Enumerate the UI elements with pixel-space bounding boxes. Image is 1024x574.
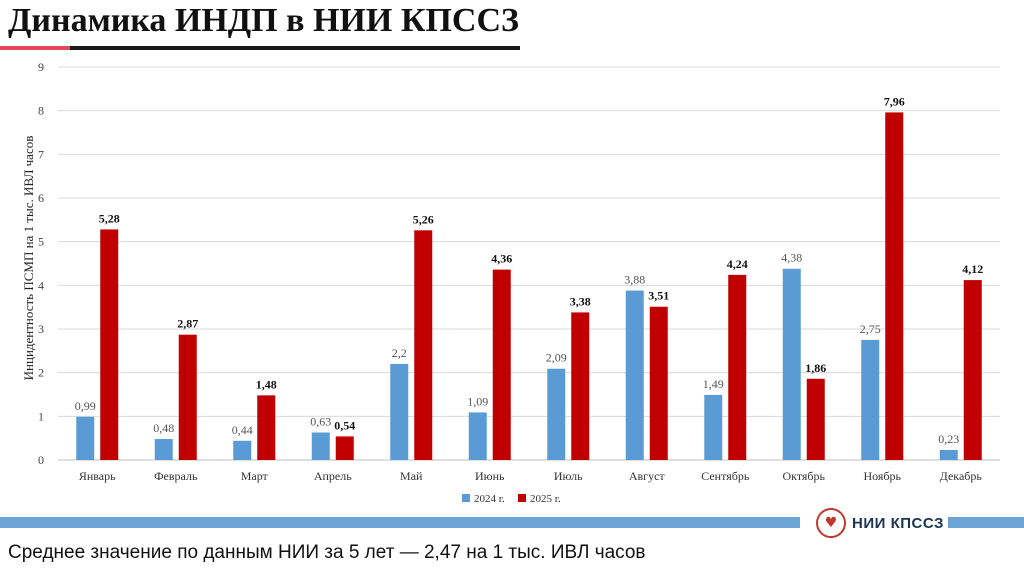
- legend-label: 2025 г.: [530, 493, 561, 505]
- data-label: 0,63: [310, 414, 331, 428]
- x-tick-label: Ноябрь: [863, 469, 901, 483]
- title-accent: [0, 46, 70, 50]
- data-label: 4,38: [781, 251, 802, 265]
- data-label: 0,44: [232, 423, 253, 437]
- data-label: 2,87: [177, 317, 198, 331]
- x-tick-label: Январь: [79, 469, 116, 483]
- data-label: 0,23: [938, 432, 959, 446]
- bar-2025: [806, 378, 825, 460]
- x-tick-label: Июнь: [475, 469, 505, 483]
- grid-lines: [58, 66, 1000, 461]
- x-tick-label: Март: [241, 469, 269, 483]
- bar-2025: [963, 280, 982, 460]
- bar-2024: [939, 449, 958, 460]
- footer-bar: [0, 517, 800, 528]
- legend-swatch: [462, 494, 470, 502]
- bar-2025: [728, 274, 747, 460]
- bar-2025: [335, 436, 354, 460]
- bar-2024: [468, 412, 487, 460]
- x-tick-label: Апрель: [314, 469, 352, 483]
- footer-bar-right: [948, 517, 1024, 528]
- bar-chart: 0 1 2 3 4 5 6 7 8 9 Инцидентность ПСМП на 1 тыс. …: [21, 60, 1000, 505]
- bar-2024: [154, 439, 173, 460]
- data-label: 4,24: [727, 257, 748, 271]
- data-label: 1,49: [703, 377, 724, 391]
- institute-logo: ♥ НИИ КПССЗ: [816, 508, 944, 538]
- title-underline: [0, 46, 520, 50]
- data-label: 2,75: [860, 322, 881, 336]
- x-tick-label: Май: [400, 469, 423, 483]
- x-tick-label: Декабрь: [940, 469, 983, 483]
- x-tick-labels: Январь Февраль Март Апрель Май Июнь Июль Август…: [79, 469, 982, 483]
- y-tick-label: 7: [38, 147, 44, 161]
- bar-2024: [782, 268, 801, 460]
- bar-2024: [861, 339, 880, 460]
- y-tick-label: 0: [38, 453, 44, 467]
- legend-label: 2024 г.: [474, 493, 505, 505]
- x-tick-label: Июль: [554, 469, 583, 483]
- bar-2025: [414, 230, 433, 460]
- bar-2025: [649, 306, 668, 460]
- data-label: 0,99: [75, 399, 96, 413]
- slide-title: Динамика ИНДП в НИИ КПССЗ: [8, 2, 519, 39]
- x-tick-label: Сентябрь: [701, 469, 750, 483]
- bar-2025: [885, 112, 904, 460]
- data-label: 4,12: [962, 262, 983, 276]
- data-label: 3,88: [624, 273, 645, 287]
- bar-2025: [257, 395, 276, 460]
- data-label: 0,54: [334, 418, 355, 432]
- data-label: 5,26: [413, 212, 434, 226]
- footnote: Среднее значение по данным НИИ за 5 лет …: [8, 542, 646, 563]
- y-axis-label: Инцидентность ПСМП на 1 тыс. ИВЛ часов: [21, 136, 36, 381]
- bar-2024: [704, 394, 723, 460]
- x-tick-label: Февраль: [154, 469, 198, 483]
- x-tick-label: Август: [629, 469, 666, 483]
- data-label: 1,86: [805, 361, 826, 375]
- bar-2024: [76, 416, 95, 460]
- y-tick-label: 4: [38, 278, 44, 292]
- y-tick-label: 2: [38, 366, 44, 380]
- data-label: 4,36: [491, 252, 512, 266]
- bar-2025: [571, 312, 590, 460]
- bar-2025: [100, 229, 119, 460]
- heart-logo-icon: ♥: [816, 508, 846, 538]
- data-label: 7,96: [884, 94, 905, 108]
- legend: 2024 г. 2025 г.: [462, 493, 561, 505]
- bar-2024: [547, 368, 566, 460]
- data-label: 2,2: [392, 346, 407, 360]
- x-tick-label: Октябрь: [782, 469, 825, 483]
- y-tick-label: 8: [38, 104, 44, 118]
- logo-text: НИИ КПССЗ: [852, 514, 944, 532]
- data-label: 0,48: [153, 421, 174, 435]
- y-tick-label: 6: [38, 191, 44, 205]
- bar-2024: [625, 290, 644, 460]
- legend-swatch: [518, 494, 526, 502]
- y-tick-label: 3: [38, 322, 44, 336]
- data-label: 3,51: [648, 289, 669, 303]
- bar-2024: [311, 432, 330, 460]
- data-label: 3,38: [570, 294, 591, 308]
- y-tick-labels: 0 1 2 3 4 5 6 7 8 9: [38, 60, 44, 467]
- y-tick-label: 1: [38, 409, 44, 423]
- bars: 0,99 5,28 0,48 2,87 0,44 1,48 0,63 0,54 2,2 5,26 1…: [75, 94, 983, 460]
- data-label: 1,09: [467, 394, 488, 408]
- bar-2025: [492, 269, 511, 460]
- bar-2025: [178, 334, 197, 460]
- y-tick-label: 9: [38, 60, 44, 74]
- data-label: 2,09: [546, 351, 567, 365]
- y-tick-label: 5: [38, 235, 44, 249]
- bar-2024: [390, 363, 409, 460]
- data-label: 5,28: [99, 211, 120, 225]
- bar-2024: [233, 440, 252, 460]
- data-label: 1,48: [256, 377, 277, 391]
